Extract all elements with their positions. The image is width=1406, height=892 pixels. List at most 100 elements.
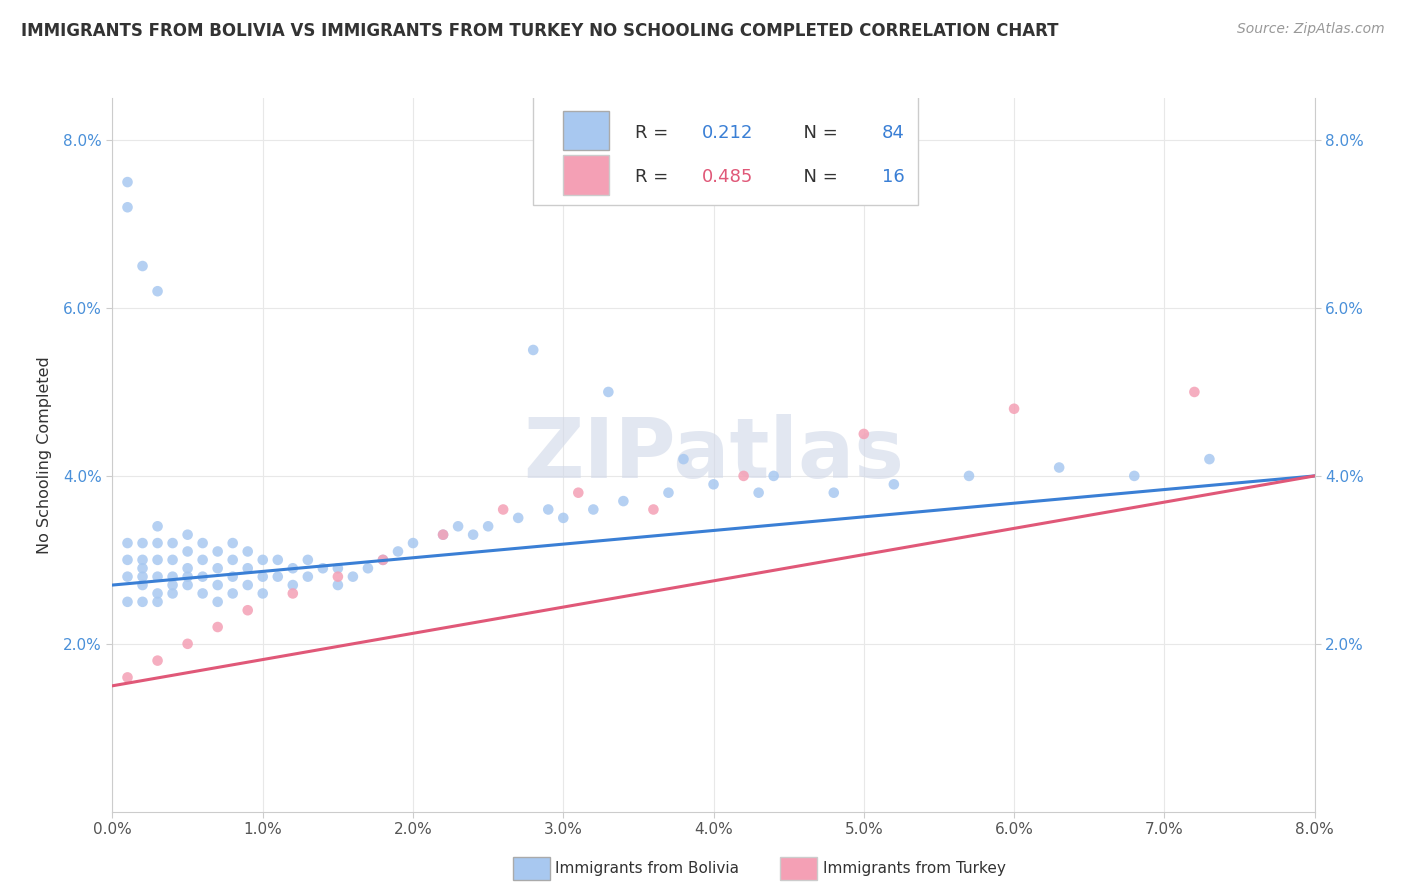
- Point: [447, 519, 470, 533]
- Point: [236, 544, 259, 558]
- Point: [207, 620, 229, 634]
- Point: [222, 553, 245, 567]
- Point: [222, 569, 245, 583]
- Point: [176, 578, 198, 592]
- Point: [146, 586, 169, 600]
- Point: [492, 502, 515, 516]
- Point: [222, 536, 245, 550]
- Point: [146, 569, 169, 583]
- Point: [191, 569, 214, 583]
- Point: [176, 544, 198, 558]
- Point: [357, 561, 380, 575]
- Point: [326, 561, 349, 575]
- Text: 16: 16: [882, 168, 904, 186]
- Point: [643, 502, 665, 516]
- Point: [117, 569, 139, 583]
- Point: [191, 536, 214, 550]
- Point: [146, 536, 169, 550]
- Point: [371, 553, 394, 567]
- Point: [131, 578, 153, 592]
- Point: [176, 637, 198, 651]
- Point: [146, 519, 169, 533]
- Point: [117, 536, 139, 550]
- Text: N =: N =: [792, 168, 844, 186]
- Point: [1198, 452, 1220, 467]
- Point: [162, 586, 184, 600]
- Text: Immigrants from Bolivia: Immigrants from Bolivia: [555, 862, 740, 876]
- FancyBboxPatch shape: [564, 155, 609, 194]
- Point: [176, 569, 198, 583]
- Point: [176, 527, 198, 541]
- Point: [432, 527, 454, 541]
- Point: [537, 502, 560, 516]
- Point: [883, 477, 905, 491]
- Text: IMMIGRANTS FROM BOLIVIA VS IMMIGRANTS FROM TURKEY NO SCHOOLING COMPLETED CORRELA: IMMIGRANTS FROM BOLIVIA VS IMMIGRANTS FR…: [21, 22, 1059, 40]
- Point: [252, 586, 274, 600]
- Point: [852, 426, 875, 441]
- Point: [702, 477, 725, 491]
- Point: [267, 553, 290, 567]
- Point: [146, 553, 169, 567]
- Point: [117, 200, 139, 214]
- Point: [297, 553, 319, 567]
- Point: [326, 578, 349, 592]
- FancyBboxPatch shape: [564, 112, 609, 151]
- Point: [342, 569, 364, 583]
- Point: [477, 519, 499, 533]
- Point: [117, 595, 139, 609]
- Point: [131, 259, 153, 273]
- Point: [207, 561, 229, 575]
- Point: [1002, 401, 1025, 416]
- Point: [191, 553, 214, 567]
- Text: 0.212: 0.212: [702, 123, 752, 142]
- Point: [508, 511, 530, 525]
- Point: [207, 595, 229, 609]
- Point: [236, 561, 259, 575]
- FancyBboxPatch shape: [533, 95, 918, 205]
- Point: [131, 536, 153, 550]
- Point: [162, 536, 184, 550]
- Point: [281, 578, 304, 592]
- Point: [461, 527, 484, 541]
- Point: [131, 561, 153, 575]
- Point: [176, 561, 198, 575]
- Point: [326, 569, 349, 583]
- Point: [1182, 384, 1205, 399]
- Text: 0.485: 0.485: [702, 168, 752, 186]
- Point: [131, 553, 153, 567]
- Point: [131, 569, 153, 583]
- Point: [281, 561, 304, 575]
- Point: [252, 553, 274, 567]
- Text: R =: R =: [636, 123, 675, 142]
- Point: [553, 511, 575, 525]
- Point: [598, 384, 620, 399]
- Point: [191, 586, 214, 600]
- Text: Source: ZipAtlas.com: Source: ZipAtlas.com: [1237, 22, 1385, 37]
- Point: [612, 494, 634, 508]
- Y-axis label: No Schooling Completed: No Schooling Completed: [37, 356, 52, 554]
- Point: [748, 485, 770, 500]
- Point: [432, 527, 454, 541]
- Point: [402, 536, 425, 550]
- Point: [1047, 460, 1070, 475]
- Point: [236, 578, 259, 592]
- Point: [117, 553, 139, 567]
- Point: [162, 578, 184, 592]
- Point: [957, 469, 980, 483]
- Point: [733, 469, 755, 483]
- Point: [312, 561, 335, 575]
- Point: [567, 485, 589, 500]
- Point: [672, 452, 695, 467]
- Point: [522, 343, 544, 357]
- Point: [207, 578, 229, 592]
- Text: ZIPatlas: ZIPatlas: [523, 415, 904, 495]
- Point: [371, 553, 394, 567]
- Point: [387, 544, 409, 558]
- Point: [252, 569, 274, 583]
- Point: [297, 569, 319, 583]
- Point: [162, 553, 184, 567]
- Point: [146, 595, 169, 609]
- Point: [131, 595, 153, 609]
- Point: [657, 485, 679, 500]
- Text: 84: 84: [882, 123, 904, 142]
